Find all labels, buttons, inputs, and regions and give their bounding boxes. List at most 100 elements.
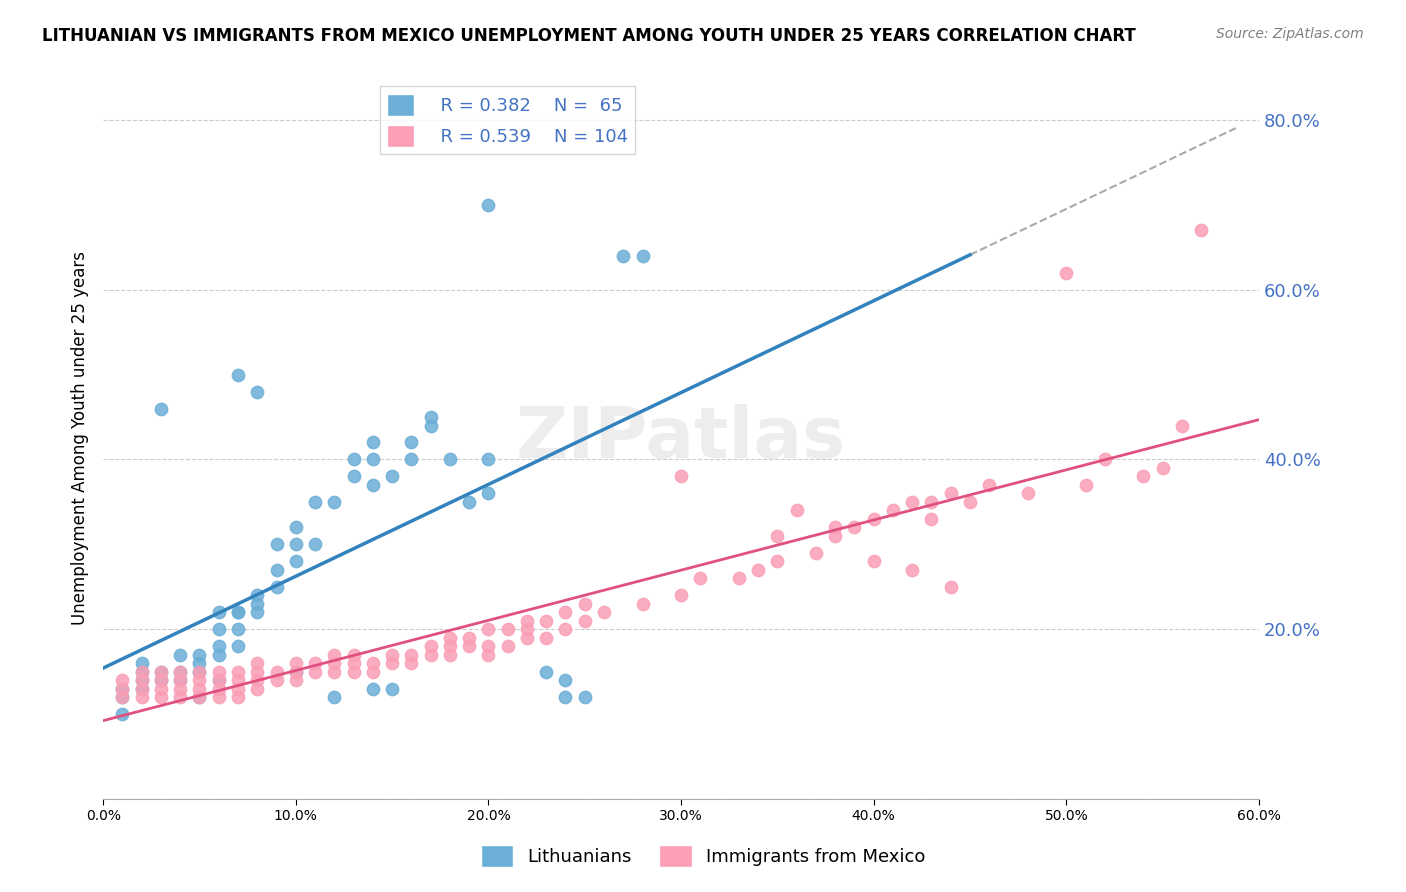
- Point: [554, 673, 576, 688]
- Point: [689, 571, 711, 585]
- Point: [361, 657, 384, 671]
- Point: [401, 657, 423, 671]
- Point: [208, 639, 231, 653]
- Point: [1074, 478, 1097, 492]
- Point: [323, 690, 346, 705]
- Point: [554, 622, 576, 636]
- Point: [208, 681, 231, 696]
- Point: [208, 665, 231, 679]
- Point: [149, 401, 172, 416]
- Point: [208, 673, 231, 688]
- Point: [131, 665, 153, 679]
- Point: [131, 681, 153, 696]
- Point: [131, 657, 153, 671]
- Point: [361, 665, 384, 679]
- Point: [111, 707, 134, 722]
- Point: [419, 648, 441, 662]
- Point: [439, 648, 461, 662]
- Point: [226, 673, 249, 688]
- Point: [111, 673, 134, 688]
- Point: [246, 597, 269, 611]
- Point: [111, 681, 134, 696]
- Point: [208, 605, 231, 619]
- Point: [169, 648, 191, 662]
- Point: [226, 681, 249, 696]
- Point: [169, 681, 191, 696]
- Point: [284, 537, 307, 551]
- Point: [804, 546, 827, 560]
- Point: [284, 665, 307, 679]
- Point: [516, 631, 538, 645]
- Point: [458, 639, 481, 653]
- Point: [266, 537, 288, 551]
- Point: [901, 563, 924, 577]
- Point: [496, 622, 519, 636]
- Point: [284, 554, 307, 568]
- Point: [401, 648, 423, 662]
- Point: [419, 418, 441, 433]
- Point: [1094, 452, 1116, 467]
- Point: [226, 690, 249, 705]
- Point: [862, 554, 884, 568]
- Point: [477, 648, 499, 662]
- Point: [266, 665, 288, 679]
- Text: LITHUANIAN VS IMMIGRANTS FROM MEXICO UNEMPLOYMENT AMONG YOUTH UNDER 25 YEARS COR: LITHUANIAN VS IMMIGRANTS FROM MEXICO UNE…: [42, 27, 1136, 45]
- Point: [304, 657, 326, 671]
- Point: [188, 690, 211, 705]
- Point: [921, 512, 943, 526]
- Point: [149, 665, 172, 679]
- Point: [901, 495, 924, 509]
- Point: [669, 588, 692, 602]
- Point: [766, 529, 789, 543]
- Point: [669, 469, 692, 483]
- Point: [574, 614, 596, 628]
- Point: [131, 681, 153, 696]
- Point: [149, 665, 172, 679]
- Point: [381, 681, 404, 696]
- Point: [381, 648, 404, 662]
- Point: [534, 665, 557, 679]
- Point: [226, 605, 249, 619]
- Point: [323, 665, 346, 679]
- Y-axis label: Unemployment Among Youth under 25 years: Unemployment Among Youth under 25 years: [72, 252, 89, 625]
- Point: [131, 673, 153, 688]
- Point: [361, 478, 384, 492]
- Point: [208, 648, 231, 662]
- Point: [169, 665, 191, 679]
- Point: [1054, 266, 1077, 280]
- Point: [439, 639, 461, 653]
- Point: [574, 597, 596, 611]
- Point: [747, 563, 769, 577]
- Point: [246, 665, 269, 679]
- Point: [939, 486, 962, 500]
- Point: [131, 690, 153, 705]
- Point: [496, 639, 519, 653]
- Point: [246, 588, 269, 602]
- Point: [342, 648, 364, 662]
- Point: [477, 639, 499, 653]
- Point: [226, 622, 249, 636]
- Point: [342, 469, 364, 483]
- Point: [266, 580, 288, 594]
- Point: [1132, 469, 1154, 483]
- Point: [419, 410, 441, 425]
- Point: [439, 452, 461, 467]
- Point: [111, 690, 134, 705]
- Point: [401, 452, 423, 467]
- Point: [226, 368, 249, 382]
- Text: Source: ZipAtlas.com: Source: ZipAtlas.com: [1216, 27, 1364, 41]
- Point: [323, 657, 346, 671]
- Point: [304, 665, 326, 679]
- Point: [554, 690, 576, 705]
- Point: [208, 690, 231, 705]
- Point: [188, 665, 211, 679]
- Point: [921, 495, 943, 509]
- Point: [477, 198, 499, 212]
- Point: [534, 631, 557, 645]
- Point: [246, 657, 269, 671]
- Point: [342, 452, 364, 467]
- Point: [419, 639, 441, 653]
- Point: [169, 665, 191, 679]
- Point: [516, 614, 538, 628]
- Point: [149, 681, 172, 696]
